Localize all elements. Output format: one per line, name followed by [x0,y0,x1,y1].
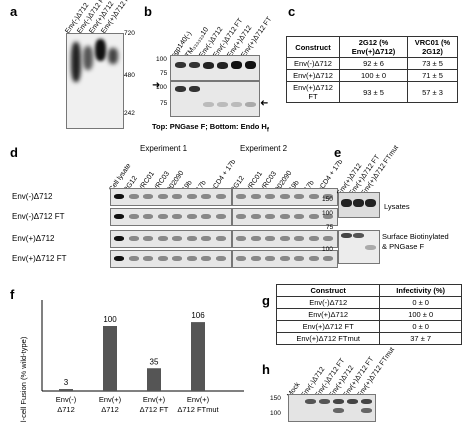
table-cell: 57 ± 3 [406,81,459,103]
panel-d-row-2: Env(-)Δ712 FT [12,212,65,221]
panel-h-marker-100: 100 [270,410,281,417]
table-header: Construct [285,36,341,58]
table-cell: Env(+)Δ712 [275,308,381,321]
table-cell: 0 ± 0 [379,296,462,309]
table-header: 2G12 (% Env(+)Δ712) [339,36,408,58]
arrow-right-icon: ➜ [260,98,269,109]
lysates-label: Lysates [384,202,410,211]
fusion-value-label: 35 [150,357,159,366]
panel-c-table: Construct 2G12 (% Env(+)Δ712) VRC01 (% 2… [285,36,459,103]
panel-b-marker-100-top: 100 [156,56,167,63]
panel-a-label: a [10,4,18,19]
panel-h-label: h [262,362,270,377]
panel-d-blot-row-1-exp-2 [232,188,338,206]
panel-d-label: d [10,145,18,160]
table-cell: 0 ± 0 [379,320,462,333]
fusion-category-label: Env(+) [143,395,166,404]
table-cell: 93 ± 5 [339,81,408,103]
panel-b-caption: Top: PNGase F; Bottom: Endo Hf [152,122,269,134]
panel-d-blot-row-2-exp-2 [232,208,338,226]
panel-d-row-1: Env(-)Δ712 [12,192,53,201]
table-row: Env(+)Δ712 100 ± 0 71 ± 5 [285,69,459,82]
panel-e-marker-100-top: 100 [322,210,333,217]
panel-a-marker-720: 720 [124,30,135,37]
panel-e-marker-75: 75 [326,224,334,231]
panel-d-row-4: Env(+)Δ712 FT [12,254,67,263]
table-row: Env(-)Δ712 0 ± 0 [275,296,462,309]
panel-a-marker-242: 242 [124,110,135,117]
panel-f-label: f [10,287,15,302]
table-row: Construct Infectivity (%) [275,284,462,297]
table-row: Env(-)Δ712 92 ± 6 73 ± 5 [285,57,459,70]
panel-g-label: g [262,293,270,308]
panel-d-blot-row-2-exp-1 [110,208,232,226]
fusion-ylabel: Cell-cell Fusion (% wild-type) [19,336,28,422]
fusion-bar [191,322,205,391]
panel-b-marker-75-top: 75 [160,70,168,77]
fusion-value-label: 106 [191,311,205,320]
fusion-bar [103,326,117,391]
panel-b-marker-75-bottom: 75 [160,100,168,107]
panel-a-marker-480: 480 [124,72,135,79]
experiment-1-label: Experiment 1 [140,144,188,153]
experiment-2-label: Experiment 2 [240,144,288,153]
panel-d-row-3: Env(+)Δ712 [12,234,55,243]
fusion-category-label: Env(+) [99,395,122,404]
fusion-category-label: Δ712 [57,405,75,414]
table-cell: Env(+)Δ712 [285,69,341,82]
panel-d-blot-row-3-exp-2 [232,230,338,248]
table-cell: 73 ± 5 [406,57,459,70]
table-header: Infectivity (%) [379,284,462,297]
panel-b-label: b [144,4,152,19]
panel-b-blot-bottom [170,81,260,117]
fusion-value-label: 100 [103,315,117,324]
panel-e-marker-100-bottom: 100 [322,246,333,253]
panel-c-label: c [288,4,296,19]
table-cell: Env(+)Δ712 FT [275,320,381,333]
panel-d-blot-row-4-exp-1 [110,250,232,268]
fusion-category-label: Δ712 FT [140,405,169,414]
table-cell: 71 ± 5 [406,69,459,82]
table-cell: 100 ± 0 [339,69,408,82]
table-row: Env(+)Δ712 FT 0 ± 0 [275,320,462,333]
panel-e-label: e [334,145,342,160]
panel-a-blot [66,33,124,129]
table-cell: Env(-)Δ712 [285,57,341,70]
table-row: Env(+)Δ712 100 ± 0 [275,308,462,321]
table-header: Construct [275,284,381,297]
table-row: Env(+)Δ712 FT 93 ± 5 57 ± 3 [285,81,459,103]
panel-b-blot-top [170,55,260,81]
fusion-category-label: Δ712 FTmut [177,405,219,414]
panel-d-blot-row-4-exp-2 [232,250,338,268]
table-cell: 37 ± 7 [379,332,462,345]
panel-d-blot-row-1-exp-1 [110,188,232,206]
arrow-left-icon: ➜ [152,80,161,91]
fusion-chart: Cell-cell Fusion (% wild-type) 3Env(-)Δ7… [19,300,244,422]
fusion-category-label: Δ712 [101,405,119,414]
table-row: Construct 2G12 (% Env(+)Δ712) VRC01 (% 2… [285,36,459,58]
table-cell: Env(-)Δ712 [275,296,381,309]
panel-d-blot-row-3-exp-1 [110,230,232,248]
panel-g-table: Construct Infectivity (%) Env(-)Δ712 0 ±… [275,284,462,345]
panel-e-marker-150: 150 [322,196,333,203]
table-cell: 100 ± 0 [379,308,462,321]
panel-e-blot-lysates [338,192,380,218]
fusion-bar [147,368,161,391]
panel-h-blot [288,394,376,422]
table-cell: Env(+)Δ712 FT [285,81,341,103]
fusion-bar [59,389,73,391]
table-header: VRC01 (% 2G12) [406,36,459,58]
fusion-value-label: 3 [64,378,69,387]
fusion-category-label: Env(-) [56,395,77,404]
table-cell: 92 ± 6 [339,57,408,70]
fusion-category-label: Env(+) [187,395,210,404]
panel-e-blot-surface [338,230,380,264]
table-row: Env(+)Δ712 FTmut 37 ± 7 [275,332,462,345]
panel-b-marker-100-bottom: 100 [156,84,167,91]
panel-h-marker-150: 150 [270,395,281,402]
table-cell: Env(+)Δ712 FTmut [275,332,381,345]
surface-label: Surface Biotinylated & PNGase F [382,232,449,251]
